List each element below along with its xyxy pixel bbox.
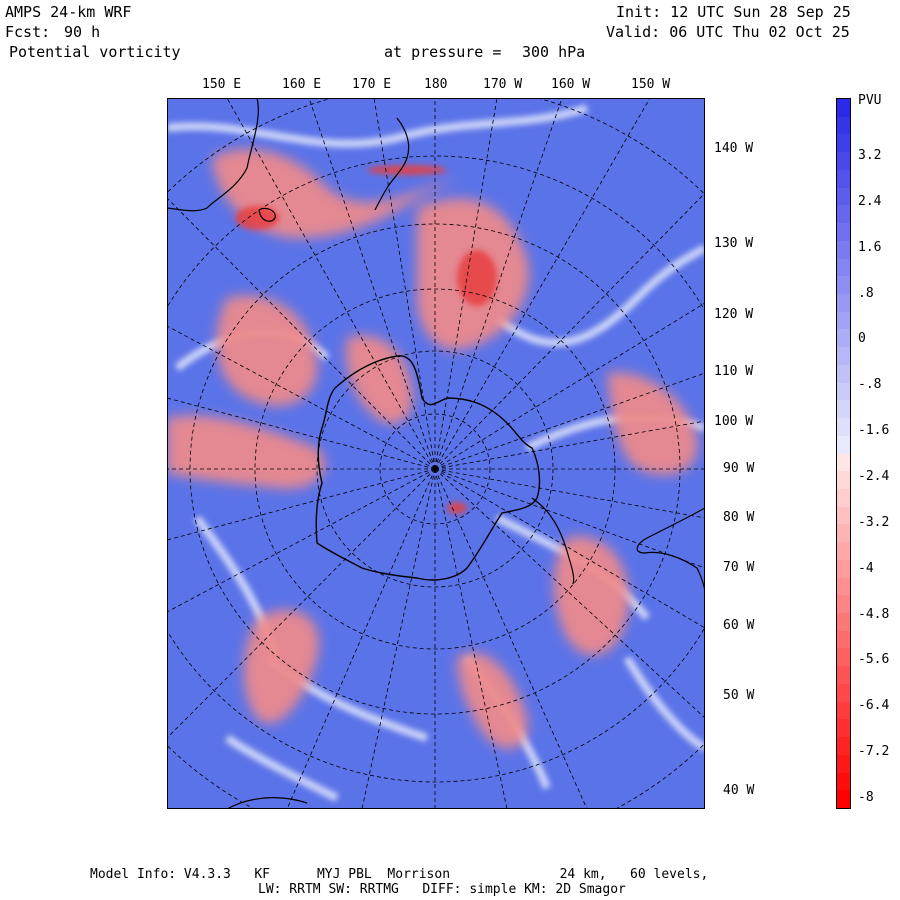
colorbar-swatch <box>837 719 850 738</box>
lon-label-180: 180 <box>424 77 448 92</box>
new-zealand <box>374 117 410 211</box>
colorbar-swatch <box>837 169 850 189</box>
tasmania <box>258 207 276 222</box>
colorbar-swatch <box>837 134 850 153</box>
lon-label-160e: 160 E <box>282 77 322 92</box>
forecast-value: 90 h <box>64 23 101 41</box>
colorbar-tick-label: -7.2 <box>858 744 890 760</box>
colorbar-tick-label: 1.6 <box>858 239 882 255</box>
colorbar-swatch <box>837 223 850 242</box>
colorbar-swatch <box>837 772 850 791</box>
model-title: AMPS 24-km WRF <box>5 3 132 21</box>
colorbar-tick-label: -5.6 <box>858 652 890 668</box>
valid-time: Valid: 06 UTC Thu 02 Oct 25 <box>606 23 850 41</box>
lon-label-130w: 130 W <box>714 236 754 251</box>
colorbar-swatch <box>837 577 850 596</box>
lon-label-110w: 110 W <box>714 364 754 379</box>
colorbar-swatch <box>837 630 850 649</box>
colorbar-swatch <box>837 382 850 401</box>
field-name: Potential vorticity <box>9 43 181 61</box>
colorbar-swatch <box>837 293 850 313</box>
colorbar-swatch <box>837 116 850 135</box>
bottom-landmass <box>226 797 308 809</box>
colorbar-tick-label: -3.2 <box>858 514 890 530</box>
colorbar-swatch <box>837 258 850 277</box>
init-time: Init: 12 UTC Sun 28 Sep 25 <box>616 3 851 21</box>
colorbar <box>836 98 851 809</box>
colorbar-swatch <box>837 754 850 774</box>
colorbar-swatch <box>837 418 850 437</box>
pressure-label: at pressure = <box>384 43 502 61</box>
colorbar-unit: PVU <box>858 93 882 108</box>
colorbar-swatch <box>837 595 850 614</box>
colorbar-tick-label: 3.2 <box>858 148 882 163</box>
lon-label-50w: 50 W <box>723 688 755 703</box>
colorbar-swatch <box>837 666 850 685</box>
map-border <box>167 98 705 809</box>
colorbar-swatch <box>837 311 850 330</box>
footer-model-info: Model Info: V4.3.3 KF MYJ PBL Morrison 2… <box>90 867 709 882</box>
lon-label-150w: 150 W <box>631 77 671 92</box>
colorbar-swatch <box>837 435 850 454</box>
lon-label-160w: 160 W <box>551 77 591 92</box>
colorbar-swatch <box>837 701 850 720</box>
colorbar-swatch <box>837 99 850 118</box>
colorbar-swatch <box>837 471 850 490</box>
colorbar-swatch <box>837 187 850 206</box>
colorbar-swatch <box>837 506 850 525</box>
lon-label-70w: 70 W <box>723 560 755 575</box>
colorbar-swatch <box>837 737 850 756</box>
lon-label-150e: 150 E <box>202 77 242 92</box>
lon-label-170w: 170 W <box>483 77 523 92</box>
colorbar-tick-label: -6.4 <box>858 698 890 714</box>
colorbar-swatch <box>837 683 850 703</box>
australia <box>167 98 259 212</box>
colorbar-swatch <box>837 613 850 632</box>
lon-label-40w: 40 W <box>723 783 755 798</box>
colorbar-tick-label: -2.4 <box>858 469 890 484</box>
meridians <box>167 98 705 809</box>
lon-label-100w: 100 W <box>714 414 754 429</box>
colorbar-swatch <box>837 364 850 384</box>
colorbar-swatch <box>837 276 850 295</box>
colorbar-tick-label: -.8 <box>858 377 882 393</box>
colorbar-swatch <box>837 542 850 561</box>
footer-physics-info: LW: RRTM SW: RRTMG DIFF: simple KM: 2D S… <box>258 882 626 897</box>
colorbar-swatch <box>837 524 850 543</box>
colorbar-tick-label: -8 <box>858 790 874 805</box>
colorbar-swatch <box>837 488 850 508</box>
colorbar-swatch <box>837 453 850 472</box>
lon-label-120w: 120 W <box>714 307 754 322</box>
lon-label-60w: 60 W <box>723 618 755 633</box>
lon-label-90w: 90 W <box>723 461 755 476</box>
colorbar-swatch <box>837 790 850 808</box>
lon-label-170e: 170 E <box>352 77 392 92</box>
pressure-value: 300 hPa <box>522 43 586 61</box>
antarctica-coastline <box>315 355 541 581</box>
colorbar-swatch <box>837 205 850 224</box>
colorbar-swatch <box>837 240 850 260</box>
pv-map <box>167 98 705 809</box>
colorbar-tick-label: -4 <box>858 560 874 576</box>
colorbar-tick-label: 2.4 <box>858 193 882 209</box>
antarctic-peninsula <box>531 497 575 585</box>
colorbar-swatch <box>837 648 850 667</box>
colorbar-tick-label: 0 <box>858 331 866 347</box>
forecast-label: Fcst: <box>5 23 51 41</box>
south-america <box>636 507 705 594</box>
colorbar-swatch <box>837 400 850 419</box>
pv-map-canvas <box>167 98 705 809</box>
strong-pv-cores <box>235 165 497 514</box>
colorbar-swatch <box>837 152 850 171</box>
colorbar-tick-label: -4.8 <box>858 606 890 622</box>
colorbar-swatch <box>837 559 850 579</box>
colorbar-tick-label: -1.6 <box>858 423 890 439</box>
lon-label-80w: 80 W <box>723 510 755 525</box>
colorbar-swatch <box>837 329 850 348</box>
colorbar-tick-label: .8 <box>858 285 874 301</box>
colorbar-swatch <box>837 347 850 366</box>
lon-label-140w: 140 W <box>714 141 754 156</box>
